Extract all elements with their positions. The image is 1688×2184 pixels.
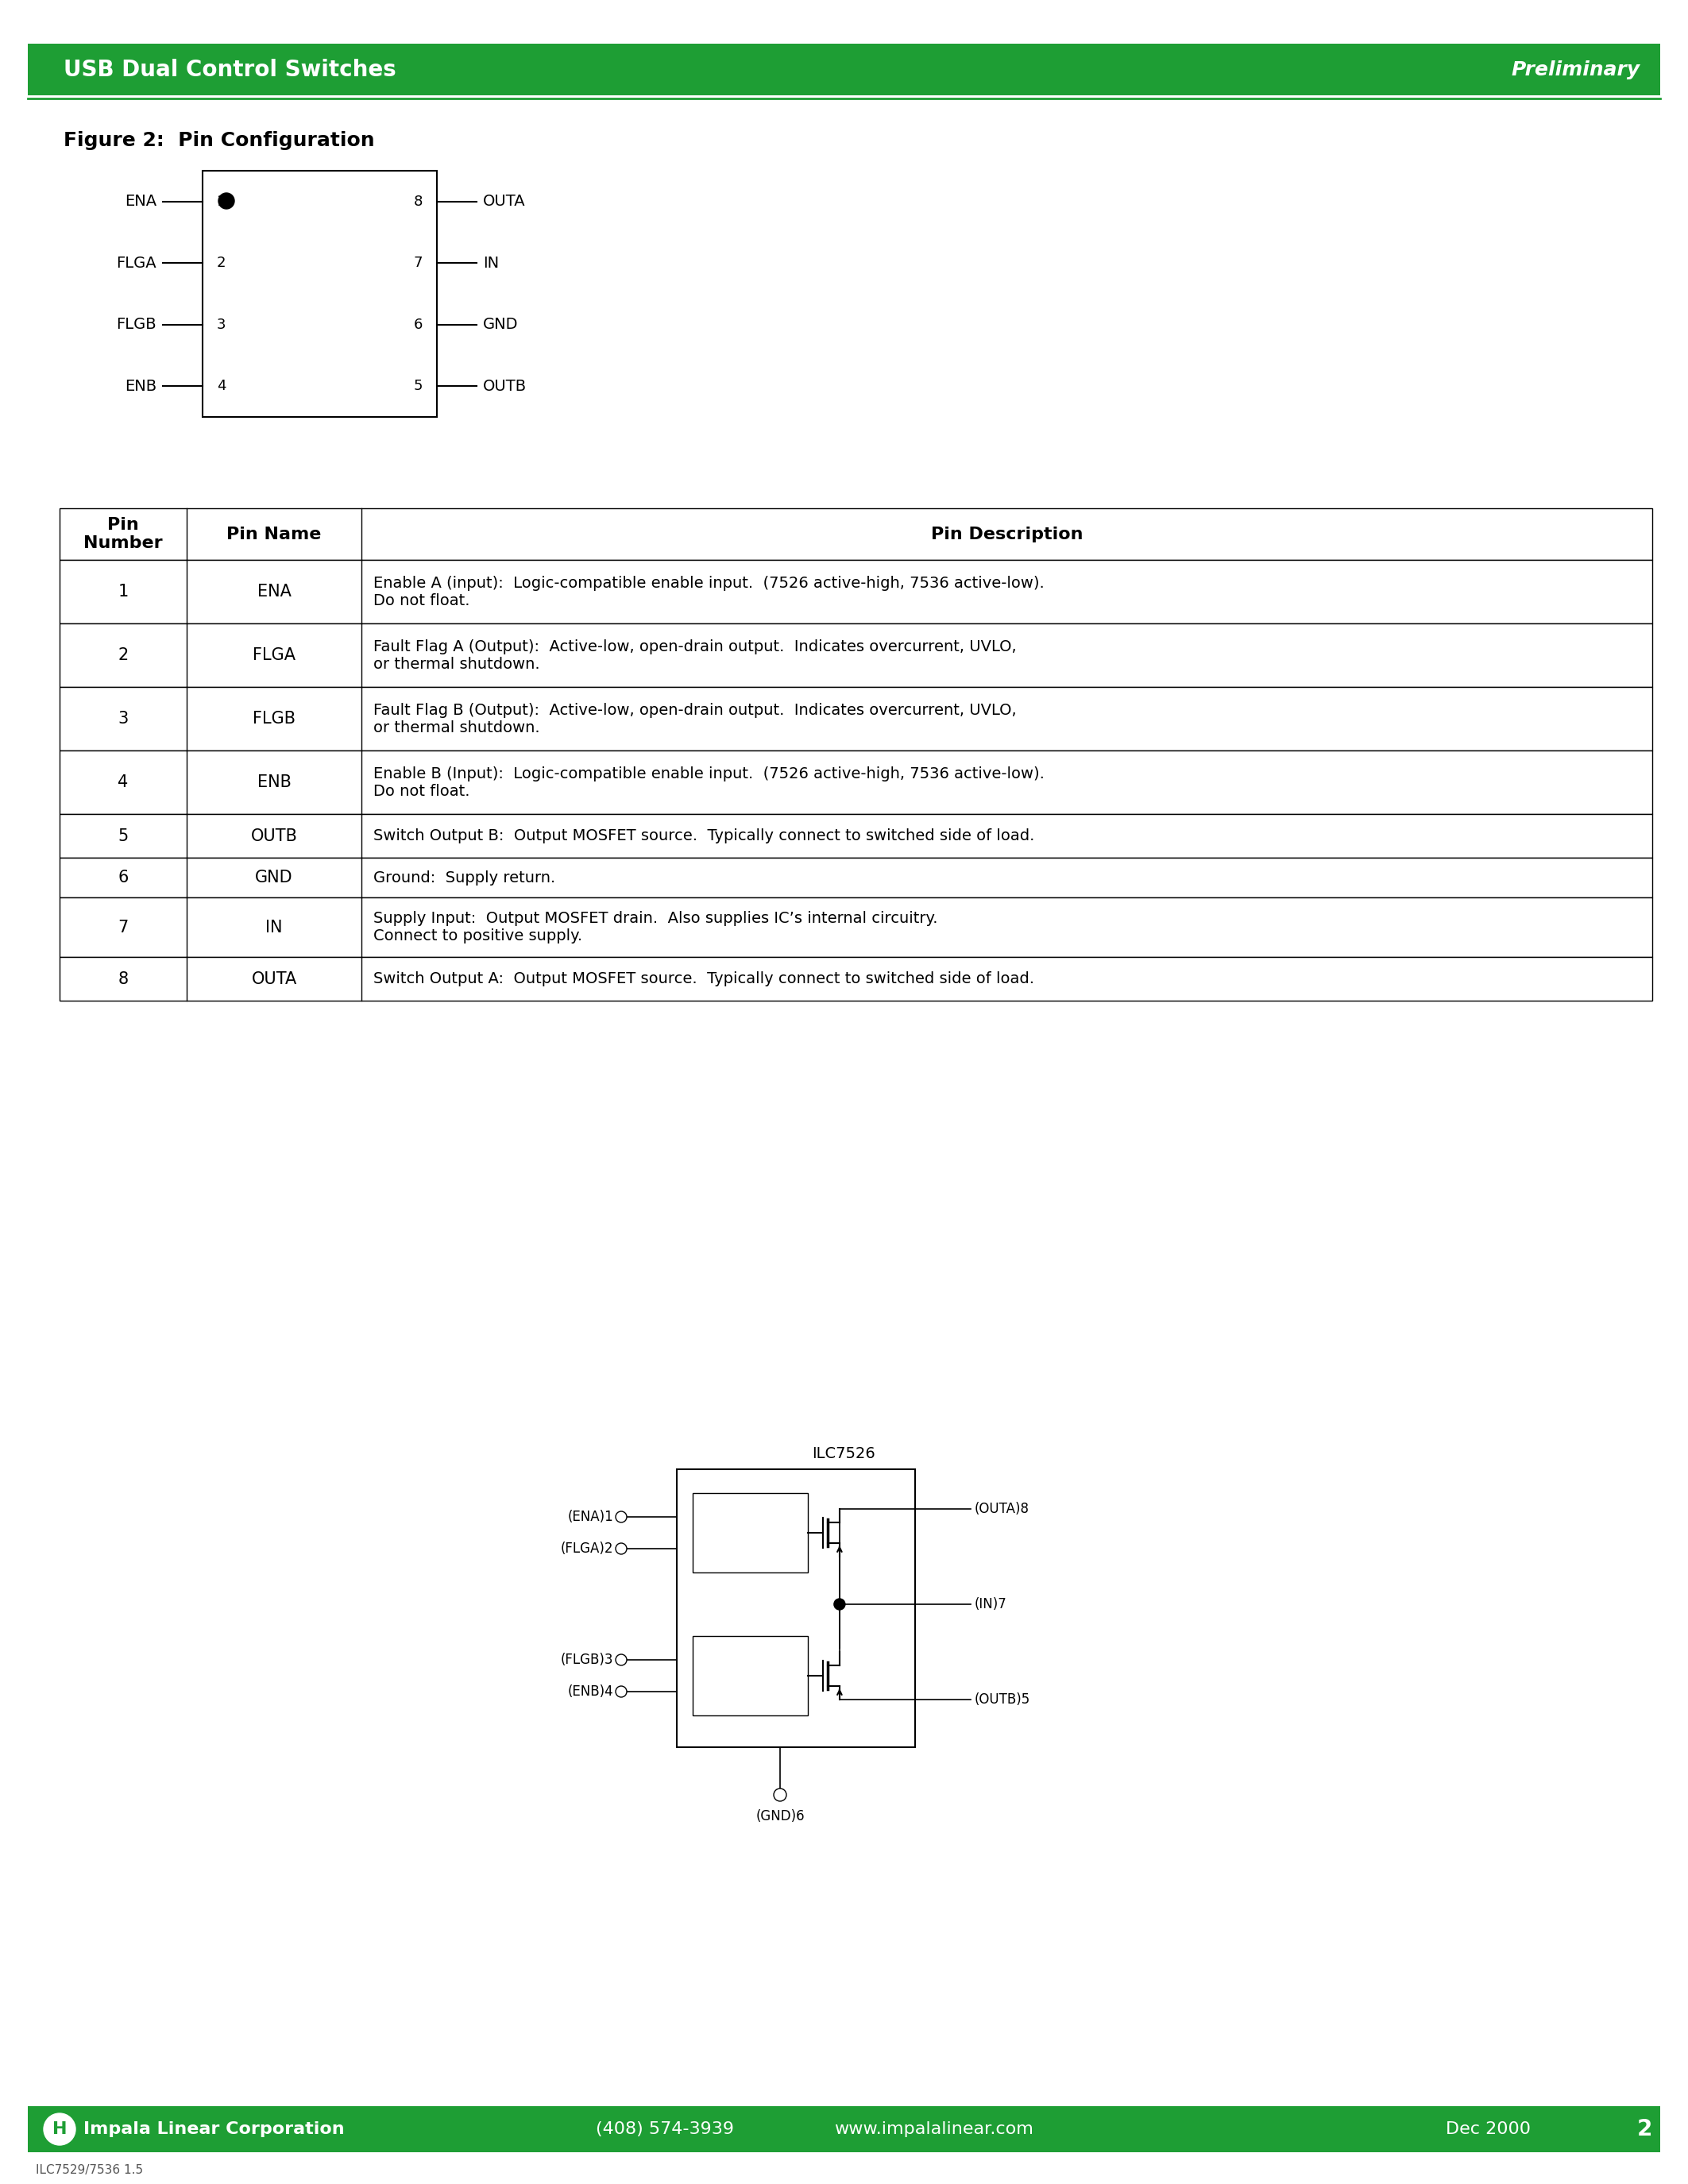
Text: FLGA: FLGA <box>116 256 157 271</box>
Text: Enable B (Input):  Logic-compatible enable input.  (7526 active-high, 7536 activ: Enable B (Input): Logic-compatible enabl… <box>373 767 1045 799</box>
Bar <box>27 44 1661 96</box>
Text: 5: 5 <box>118 828 128 843</box>
Text: (OUTB)5: (OUTB)5 <box>974 1693 1030 1708</box>
Text: GND: GND <box>483 317 518 332</box>
Text: Ground:  Supply return.: Ground: Supply return. <box>373 869 555 885</box>
Text: Pin
Number: Pin Number <box>84 518 162 550</box>
Circle shape <box>834 1599 846 1610</box>
Bar <box>59 509 1653 559</box>
Circle shape <box>616 1544 626 1555</box>
Bar <box>692 1494 809 1572</box>
Text: 7: 7 <box>414 256 422 271</box>
Text: FLGB: FLGB <box>253 710 295 727</box>
Text: ENB: ENB <box>125 378 157 393</box>
Text: USB Dual Control Switches: USB Dual Control Switches <box>64 59 397 81</box>
Text: IN: IN <box>265 919 282 935</box>
Bar <box>59 622 1653 688</box>
Bar <box>59 751 1653 815</box>
Text: ENB: ENB <box>257 775 290 791</box>
Text: 4: 4 <box>118 775 128 791</box>
Text: Pin Name: Pin Name <box>226 526 321 542</box>
Text: (ENB)4: (ENB)4 <box>567 1684 613 1699</box>
Text: OUTB: OUTB <box>250 828 297 843</box>
Text: OUTB: OUTB <box>483 378 527 393</box>
Circle shape <box>218 192 235 210</box>
Text: 5: 5 <box>414 380 422 393</box>
Text: ENA: ENA <box>125 194 157 210</box>
Text: 6: 6 <box>118 869 128 885</box>
Bar <box>27 2105 1661 2151</box>
Text: Fault Flag B (Output):  Active-low, open-drain output.  Indicates overcurrent, U: Fault Flag B (Output): Active-low, open-… <box>373 703 1016 736</box>
Text: (OUTA)8: (OUTA)8 <box>974 1500 1030 1516</box>
Bar <box>59 858 1653 898</box>
Bar <box>692 1636 809 1714</box>
Text: 8: 8 <box>414 194 422 210</box>
Text: 2: 2 <box>1637 2118 1653 2140</box>
Text: 7: 7 <box>118 919 128 935</box>
Text: GND: GND <box>255 869 294 885</box>
Text: Fault Flag A (Output):  Active-low, open-drain output.  Indicates overcurrent, U: Fault Flag A (Output): Active-low, open-… <box>373 640 1016 670</box>
Bar <box>59 815 1653 858</box>
Circle shape <box>616 1653 626 1666</box>
Bar <box>59 898 1653 957</box>
Text: FLGB: FLGB <box>116 317 157 332</box>
Text: Switch Output A:  Output MOSFET source.  Typically connect to switched side of l: Switch Output A: Output MOSFET source. T… <box>373 972 1035 987</box>
Bar <box>59 559 1653 622</box>
Text: Figure 2:  Pin Configuration: Figure 2: Pin Configuration <box>64 131 375 151</box>
Text: (408) 574-3939: (408) 574-3939 <box>596 2121 734 2138</box>
Text: LOGIC
CHARGE
PUMP: LOGIC CHARGE PUMP <box>724 1514 776 1553</box>
Text: 4: 4 <box>216 380 226 393</box>
Text: 1: 1 <box>216 194 226 210</box>
Text: LOGIC
CHARGE
PUMP: LOGIC CHARGE PUMP <box>724 1655 776 1695</box>
Text: Preliminary: Preliminary <box>1511 59 1641 79</box>
Circle shape <box>616 1686 626 1697</box>
Text: (FLGB)3: (FLGB)3 <box>560 1653 613 1666</box>
Bar <box>59 688 1653 751</box>
Text: FLGA: FLGA <box>253 646 295 664</box>
Text: Supply Input:  Output MOSFET drain.  Also supplies IC’s internal circuitry.
Conn: Supply Input: Output MOSFET drain. Also … <box>373 911 939 943</box>
Text: 8: 8 <box>118 972 128 987</box>
Bar <box>59 957 1653 1000</box>
Text: H: H <box>52 2121 68 2138</box>
Text: Enable A (input):  Logic-compatible enable input.  (7526 active-high, 7536 activ: Enable A (input): Logic-compatible enabl… <box>373 574 1045 607</box>
Circle shape <box>44 2114 76 2145</box>
Text: 6: 6 <box>414 317 422 332</box>
Text: OUTA: OUTA <box>252 972 297 987</box>
Bar <box>203 170 437 417</box>
Text: 2: 2 <box>216 256 226 271</box>
Bar <box>677 1470 915 1747</box>
Text: Dec 2000: Dec 2000 <box>1445 2121 1531 2138</box>
Text: www.impalalinear.com: www.impalalinear.com <box>834 2121 1033 2138</box>
Text: OUTA: OUTA <box>483 194 525 210</box>
Text: 1: 1 <box>118 583 128 601</box>
Text: ENA: ENA <box>257 583 290 601</box>
Text: IN: IN <box>483 256 500 271</box>
Text: ILC7529/7536 1.5: ILC7529/7536 1.5 <box>35 2164 143 2175</box>
Text: 3: 3 <box>118 710 128 727</box>
Text: (ENA)1: (ENA)1 <box>567 1509 613 1524</box>
Text: (IN)7: (IN)7 <box>974 1597 1008 1612</box>
Text: ILC7526: ILC7526 <box>812 1446 876 1461</box>
Text: (GND)6: (GND)6 <box>756 1808 805 1824</box>
Text: (FLGA)2: (FLGA)2 <box>560 1542 613 1555</box>
Text: 2: 2 <box>118 646 128 664</box>
Circle shape <box>773 1789 787 1802</box>
Circle shape <box>616 1511 626 1522</box>
Text: Impala Linear Corporation: Impala Linear Corporation <box>83 2121 344 2138</box>
Text: Pin Description: Pin Description <box>930 526 1084 542</box>
Text: Switch Output B:  Output MOSFET source.  Typically connect to switched side of l: Switch Output B: Output MOSFET source. T… <box>373 828 1035 843</box>
Text: 3: 3 <box>216 317 226 332</box>
